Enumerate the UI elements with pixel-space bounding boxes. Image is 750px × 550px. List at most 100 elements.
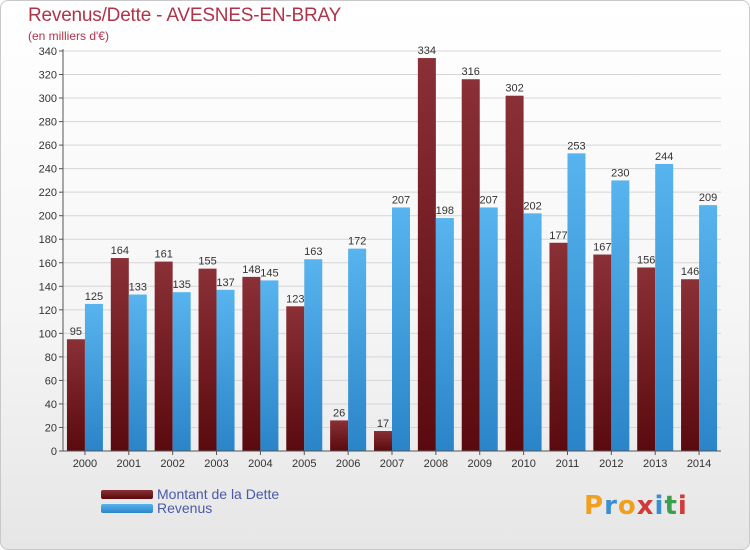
logo-letter: o xyxy=(617,491,637,521)
data-label-dette: 302 xyxy=(505,83,523,95)
legend-label-revenus: Revenus xyxy=(157,500,213,516)
data-label-revenus: 209 xyxy=(699,192,717,204)
x-tick-label: 2014 xyxy=(687,458,711,470)
bar-revenus xyxy=(304,259,323,451)
data-label-dette: 146 xyxy=(681,266,699,278)
bar-revenus xyxy=(435,218,454,451)
x-tick-label: 2008 xyxy=(424,458,448,470)
x-tick-label: 2010 xyxy=(511,458,535,470)
y-tick-label: 260 xyxy=(39,140,57,152)
y-tick-label: 280 xyxy=(39,117,57,129)
logo-letter: i xyxy=(677,491,688,521)
x-tick-label: 2011 xyxy=(556,458,580,470)
x-tick-label: 2003 xyxy=(204,458,228,470)
logo-letter: i xyxy=(654,491,665,521)
bar-dette xyxy=(593,254,612,451)
y-tick-label: 140 xyxy=(39,281,57,293)
logo-letter: r xyxy=(604,491,618,521)
x-tick-label: 2006 xyxy=(336,458,360,470)
y-tick-label: 200 xyxy=(39,211,57,223)
logo-letter: P xyxy=(584,491,605,521)
y-tick-label: 340 xyxy=(39,46,57,58)
data-label-revenus: 253 xyxy=(567,140,585,152)
y-tick-label: 320 xyxy=(39,70,57,82)
data-label-revenus: 135 xyxy=(172,279,190,291)
data-label-dette: 123 xyxy=(286,293,304,305)
data-label-dette: 17 xyxy=(377,418,389,430)
y-tick-label: 0 xyxy=(51,446,57,458)
bar-dette xyxy=(461,79,480,451)
x-tick-label: 2001 xyxy=(117,458,141,470)
bar-revenus xyxy=(523,213,542,451)
data-label-revenus: 145 xyxy=(260,267,278,279)
proxiti-logo: Proxiti xyxy=(584,491,688,521)
x-tick-label: 2004 xyxy=(248,458,272,470)
x-tick-label: 2013 xyxy=(643,458,667,470)
bar-dette xyxy=(198,268,217,451)
x-tick-label: 2000 xyxy=(73,458,97,470)
x-tick-label: 2012 xyxy=(599,458,623,470)
bar-dette xyxy=(66,339,85,451)
bar-dette xyxy=(505,95,524,452)
bar-revenus xyxy=(655,163,674,452)
data-label-dette: 164 xyxy=(111,245,129,257)
legend-label-dette: Montant de la Dette xyxy=(157,486,280,502)
data-label-dette: 156 xyxy=(637,254,655,266)
data-label-revenus: 125 xyxy=(85,291,103,303)
data-label-revenus: 207 xyxy=(480,194,498,206)
data-label-revenus: 137 xyxy=(216,277,234,289)
bar-dette xyxy=(286,306,305,451)
data-label-revenus: 230 xyxy=(611,167,629,179)
x-tick-label: 2009 xyxy=(467,458,491,470)
bar-dette xyxy=(242,276,261,451)
y-tick-label: 240 xyxy=(39,164,57,176)
data-label-dette: 161 xyxy=(154,249,172,261)
chart-subtitle: (en milliers d'€) xyxy=(28,29,109,43)
chart-title: Revenus/Dette - AVESNES-EN-BRAY xyxy=(28,5,342,26)
data-label-revenus: 207 xyxy=(392,194,410,206)
bar-revenus xyxy=(567,153,586,451)
bar-revenus xyxy=(699,205,718,451)
y-tick-label: 100 xyxy=(39,328,57,340)
bar-dette xyxy=(681,279,700,451)
data-label-revenus: 163 xyxy=(304,246,322,258)
bar-revenus xyxy=(348,248,367,451)
bar-dette xyxy=(330,420,349,451)
bar-revenus xyxy=(611,180,630,452)
bar-dette xyxy=(549,242,568,451)
y-tick-label: 160 xyxy=(39,258,57,270)
bar-revenus xyxy=(392,207,410,451)
y-tick-label: 40 xyxy=(45,399,57,411)
bar-dette xyxy=(417,58,436,451)
bar-revenus xyxy=(260,280,279,451)
data-label-revenus: 244 xyxy=(655,151,673,163)
legend-swatch-dette xyxy=(101,490,153,499)
data-label-revenus: 198 xyxy=(436,205,454,217)
data-label-dette: 148 xyxy=(242,264,260,276)
y-tick-label: 20 xyxy=(45,422,57,434)
data-label-dette: 177 xyxy=(549,230,567,242)
bar-dette xyxy=(374,431,392,451)
legend-swatch-revenus xyxy=(101,504,153,513)
data-label-dette: 167 xyxy=(593,242,611,254)
bar-revenus xyxy=(216,289,235,451)
data-label-dette: 316 xyxy=(462,66,480,78)
bar-revenus xyxy=(84,303,103,451)
data-label-dette: 26 xyxy=(333,407,345,419)
bar-dette xyxy=(637,267,656,451)
y-tick-label: 220 xyxy=(39,187,57,199)
x-tick-label: 2005 xyxy=(292,458,316,470)
data-label-revenus: 202 xyxy=(523,200,541,212)
y-tick-label: 80 xyxy=(45,352,57,364)
data-label-revenus: 133 xyxy=(129,282,147,294)
bar-revenus xyxy=(172,292,191,451)
data-label-dette: 95 xyxy=(70,326,82,338)
y-tick-label: 180 xyxy=(39,234,57,246)
bar-revenus xyxy=(128,294,147,451)
y-tick-label: 120 xyxy=(39,305,57,317)
x-tick-label: 2002 xyxy=(160,458,184,470)
bar-dette xyxy=(154,261,173,451)
bar-dette xyxy=(110,258,129,451)
